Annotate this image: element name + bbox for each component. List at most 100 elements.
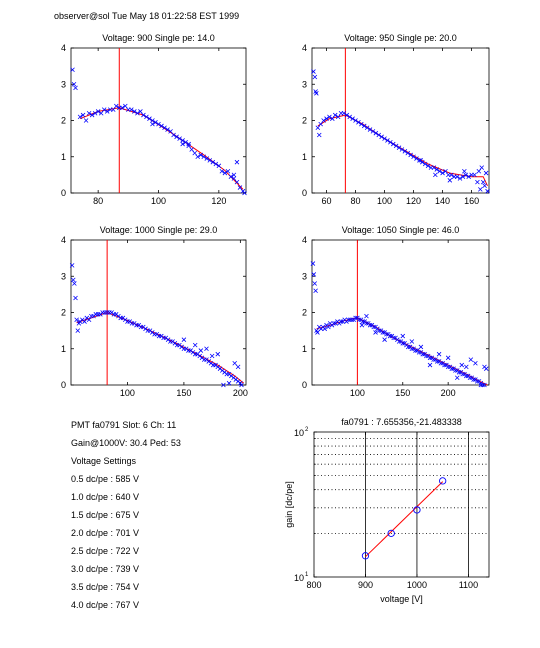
x-tick-label: 60 (322, 196, 332, 206)
data-point (162, 125, 167, 131)
data-point (474, 379, 480, 384)
x-axis-label: voltage [V] (380, 594, 423, 604)
data-point (427, 355, 433, 361)
data-point (315, 125, 321, 131)
data-point (234, 159, 240, 165)
info-setting-3-5: 3.5 dc/pe : 754 V (71, 582, 140, 592)
x-tick-label: 120 (211, 196, 226, 206)
data-point (463, 172, 469, 178)
data-point (210, 159, 216, 165)
data-point (73, 85, 78, 91)
info-setting-3-0: 3.0 dc/pe : 739 V (71, 564, 140, 574)
data-point (89, 112, 95, 118)
info-voltage-settings-heading: Voltage Settings (71, 456, 137, 466)
data-point (237, 185, 243, 190)
fit-curve (365, 481, 444, 558)
data-point (485, 188, 490, 194)
data-point (482, 183, 487, 189)
data-point (311, 69, 316, 74)
data-point (473, 360, 478, 366)
data-point (414, 156, 419, 161)
x-tick-label: 100 (350, 388, 365, 398)
data-point (204, 156, 210, 161)
data-point (409, 346, 415, 352)
data-point (454, 174, 460, 179)
y-tick-label: 3 (61, 271, 66, 281)
data-point (344, 112, 350, 118)
data-point (95, 109, 101, 114)
data-point (92, 110, 98, 116)
data-point (479, 165, 485, 170)
data-point (350, 116, 355, 121)
data-point (219, 168, 225, 174)
data-point (448, 172, 454, 178)
data-point (393, 143, 399, 149)
data-point (482, 364, 487, 370)
data-point (331, 321, 337, 326)
data-point (480, 179, 486, 185)
data-point (228, 174, 234, 179)
data-point (385, 138, 390, 143)
data-point (442, 362, 447, 368)
data-point (445, 364, 451, 370)
data-point (478, 382, 484, 388)
data-point (347, 317, 353, 323)
data-point (168, 129, 173, 134)
info-setting-2-5: 2.5 dc/pe : 722 V (71, 546, 140, 556)
data-point (360, 319, 366, 324)
y-axis-label: gain [dc/pe] (284, 481, 294, 528)
data-point (476, 168, 482, 174)
y-tick-label: 0 (302, 380, 307, 390)
data-point (180, 141, 185, 147)
data-point (425, 163, 431, 169)
data-point (413, 348, 418, 353)
data-point (427, 362, 433, 368)
data-point (464, 373, 469, 379)
y-tick-label: 0 (302, 188, 307, 198)
data-point (159, 123, 164, 129)
y-tick-label: 4 (61, 235, 66, 245)
data-point (464, 364, 469, 370)
data-point (356, 120, 361, 125)
y-tick-label: 4 (61, 43, 66, 53)
data-point (181, 337, 187, 342)
info-gain-line: Gain@1000V: 30.4 Ped: 53 (71, 438, 181, 448)
y-tick-label: 1 (61, 344, 66, 354)
chart-title: Voltage: 900 Single pe: 14.0 (102, 33, 215, 43)
data-point (453, 368, 458, 373)
data-point (390, 141, 396, 147)
data-point (417, 158, 422, 163)
x-tick-label: 900 (358, 580, 373, 590)
data-point (422, 161, 428, 167)
data-point (72, 281, 77, 286)
data-point (459, 362, 465, 368)
data-point (195, 154, 201, 160)
data-point (77, 114, 83, 120)
data-point (462, 168, 467, 174)
data-point (213, 161, 219, 167)
info-pmt-line: PMT fa0791 Slot: 6 Ch: 11 (71, 420, 177, 430)
data-point (400, 333, 406, 339)
data-point (101, 107, 107, 112)
x-tick-label: 100 (120, 388, 135, 398)
plot-frame (70, 47, 247, 194)
y-tick-label: 4 (302, 235, 307, 245)
y-tick-label: 10 (294, 573, 304, 583)
data-point (457, 176, 463, 181)
data-point (364, 321, 369, 326)
data-point (150, 118, 155, 123)
data-point (120, 105, 125, 111)
chart-title: fa0791 : 7.655356,-21.483338 (341, 417, 462, 427)
data-point (177, 136, 182, 141)
data-point (234, 179, 240, 185)
plot-frame (313, 431, 490, 578)
data-point (439, 477, 447, 485)
data-point (153, 120, 158, 125)
info-setting-2-0: 2.0 dc/pe : 701 V (71, 528, 140, 538)
data-point (232, 360, 237, 366)
data-point (180, 138, 185, 143)
data-point (478, 187, 483, 192)
data-point (242, 190, 247, 196)
y-tick-label: 2 (61, 116, 66, 126)
x-tick-label: 200 (441, 388, 456, 398)
